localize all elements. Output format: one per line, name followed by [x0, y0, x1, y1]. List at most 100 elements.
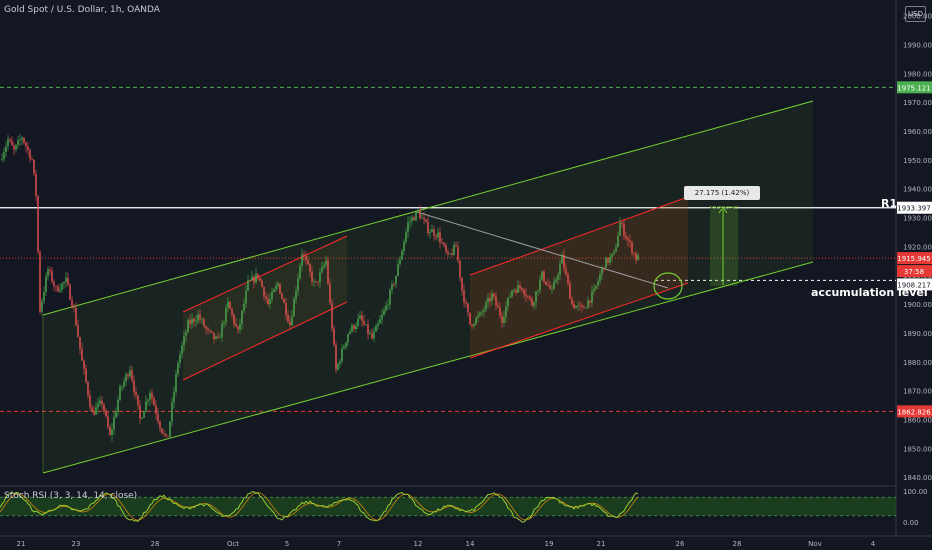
candle-body: [191, 318, 193, 324]
candle-body: [393, 284, 395, 285]
candle-body: [601, 267, 603, 275]
candle-body: [103, 404, 105, 412]
candle-body: [235, 323, 237, 327]
candle-body: [81, 348, 83, 361]
candle-body: [97, 403, 99, 408]
candle-body: [399, 259, 401, 265]
candle-body: [307, 260, 309, 265]
candle-body: [113, 417, 115, 430]
candle-body: [223, 322, 225, 324]
candle-body: [295, 291, 297, 300]
candle-body: [513, 290, 515, 292]
candle-body: [345, 342, 347, 347]
candle-body: [229, 301, 231, 310]
candle-body: [547, 284, 549, 286]
candle-body: [497, 305, 499, 308]
candle-body: [207, 328, 209, 331]
candle-body: [289, 321, 291, 326]
candle-body: [481, 311, 483, 313]
candle-body: [227, 301, 229, 308]
candle-body: [467, 303, 469, 313]
candle-body: [451, 253, 453, 255]
candle-body: [265, 296, 267, 299]
y-tick-label: 1920.00: [903, 243, 932, 251]
level-1862-tag-text: 1862.826: [897, 408, 931, 416]
candle-body: [211, 331, 213, 333]
inner-channel-1-top: [182, 235, 348, 313]
candle-body: [443, 243, 445, 246]
y-tick-label: 1990.00: [903, 41, 932, 49]
currency-badge[interactable]: USD: [905, 6, 926, 22]
candle-body: [387, 304, 389, 306]
candle-body: [361, 315, 363, 321]
candle-body: [251, 276, 253, 281]
candle-body: [37, 195, 39, 253]
candle-body: [367, 324, 369, 334]
candle-body: [91, 407, 93, 412]
y-tick-label: 1960.00: [903, 128, 932, 136]
level-1862-tag: [897, 405, 932, 418]
candle-body: [355, 325, 357, 330]
x-tick-label: Oct: [227, 540, 239, 548]
candle-body: [109, 427, 111, 435]
candle-body: [423, 217, 425, 220]
candle-body: [147, 399, 149, 402]
candle-body: [421, 217, 423, 219]
main-channel-fill: [43, 101, 813, 473]
candle-body: [201, 319, 203, 321]
candle-body: [55, 286, 57, 287]
candle-body: [489, 298, 491, 302]
candle-body: [417, 210, 419, 212]
candle-body: [503, 316, 505, 323]
candle-body: [541, 271, 543, 280]
candle-body: [99, 400, 101, 404]
main-channel-top: [42, 100, 814, 316]
x-tick-label: 19: [545, 540, 554, 548]
candle-body: [599, 274, 601, 282]
chart-grid: [0, 0, 932, 537]
candle-body: [163, 433, 165, 434]
candle-body: [13, 145, 15, 150]
candle-body: [313, 281, 315, 283]
candle-body: [69, 284, 71, 300]
candle-body: [269, 299, 271, 305]
candle-body: [435, 235, 437, 238]
candle-body: [67, 277, 69, 285]
candle-body: [507, 297, 509, 307]
candle-body: [543, 271, 545, 282]
candle-body: [397, 264, 399, 276]
candle-body: [627, 238, 629, 241]
drawing-layer: [0, 86, 896, 474]
candle-body: [39, 252, 41, 312]
candle-body: [237, 326, 239, 330]
candle-body: [349, 331, 351, 335]
measure-box: [710, 207, 738, 286]
candle-body: [575, 306, 577, 309]
candle-body: [315, 281, 317, 283]
candle-body: [535, 291, 537, 303]
candle-body: [301, 254, 303, 266]
candle-body: [341, 348, 343, 362]
candle-body: [253, 276, 255, 283]
candle-body: [453, 244, 455, 255]
candle-body: [165, 433, 167, 436]
stoch-k-line: [0, 491, 639, 523]
candle-body: [9, 139, 11, 141]
candle-body: [119, 386, 121, 400]
candle-body: [139, 405, 141, 419]
candle-body: [3, 152, 5, 160]
candle-body: [585, 307, 587, 309]
candle-body: [531, 298, 533, 306]
candle-body: [527, 296, 529, 298]
candle-body: [561, 254, 563, 264]
candle-body: [89, 395, 91, 408]
inner-channel-1-bottom: [182, 301, 348, 381]
candle-body: [573, 303, 575, 309]
candle-body: [195, 320, 197, 322]
price-tags: 1975.121 1933.397 1915.945 37:58 1908.217 186…: [897, 81, 932, 418]
candle-body: [247, 280, 249, 291]
candle-body: [309, 264, 311, 272]
candle-body: [255, 273, 257, 283]
chart-title: Gold Spot / U.S. Dollar, 1h, OANDA: [4, 5, 160, 15]
